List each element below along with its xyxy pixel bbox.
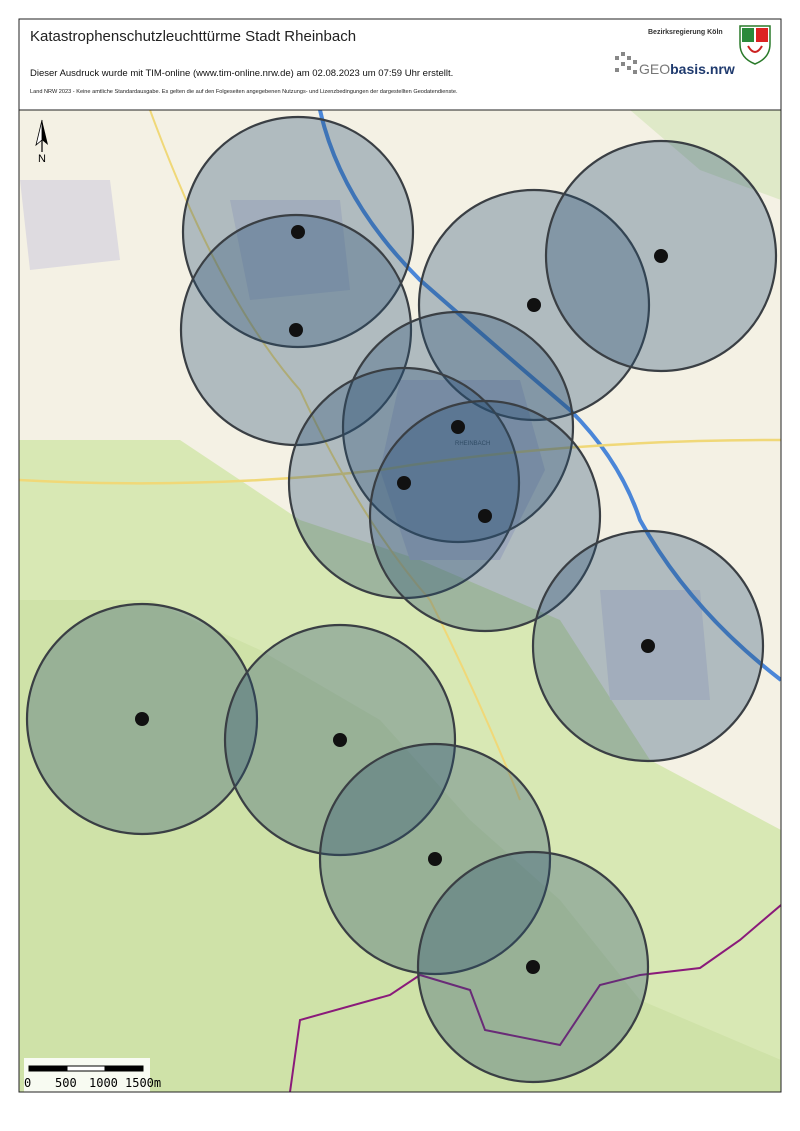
- north-arrow: N: [35, 119, 48, 165]
- road: [149, 110, 521, 801]
- scale-label: 0: [24, 1076, 31, 1090]
- scale-label: 1500m: [125, 1076, 161, 1090]
- scale-bar: 0 500 1000 1500m: [24, 1058, 161, 1092]
- title: Katastrophenschutzleuchttürme Stadt Rhei…: [30, 28, 356, 45]
- lighthouse: [526, 960, 540, 974]
- town-label: RHEINBACH: [455, 441, 490, 447]
- logo-grid: [615, 52, 637, 74]
- lighthouse: [333, 733, 347, 747]
- page-frame: [18, 18, 782, 1093]
- scale-label: 1000: [89, 1076, 118, 1090]
- lighthouse-points: [135, 225, 668, 974]
- lighthouse: [135, 712, 149, 726]
- lighthouse: [527, 298, 541, 312]
- logo: GEObasis.nrw: [639, 61, 735, 77]
- field-area: [630, 110, 781, 200]
- logo-suffix: basis.nrw: [670, 61, 735, 77]
- north-label: N: [38, 153, 46, 165]
- lighthouse: [428, 852, 442, 866]
- lighthouse: [451, 420, 465, 434]
- license-note: Land NRW 2023 - Keine amtliche Standarda…: [30, 89, 458, 95]
- highway: [318, 110, 781, 682]
- forest-area: [19, 600, 781, 1092]
- lighthouse: [654, 249, 668, 263]
- print-note: Dieser Ausdruck wurde mit TIM-online (ww…: [30, 68, 453, 79]
- municipal-boundary: [289, 904, 781, 1092]
- map: RHEINBACH: [19, 110, 781, 1092]
- lighthouse: [397, 476, 411, 490]
- lighthouse: [291, 225, 305, 239]
- scale-label: 500: [55, 1076, 77, 1090]
- authority: Bezirksregierung Köln: [648, 29, 723, 36]
- town-area: [230, 200, 350, 300]
- lighthouse: [478, 509, 492, 523]
- lighthouse: [289, 323, 303, 337]
- coat-of-arms: [739, 25, 771, 65]
- lighthouse: [641, 639, 655, 653]
- town-area: [20, 180, 120, 270]
- town-area: [600, 590, 710, 700]
- logo-prefix: GEO: [639, 61, 670, 77]
